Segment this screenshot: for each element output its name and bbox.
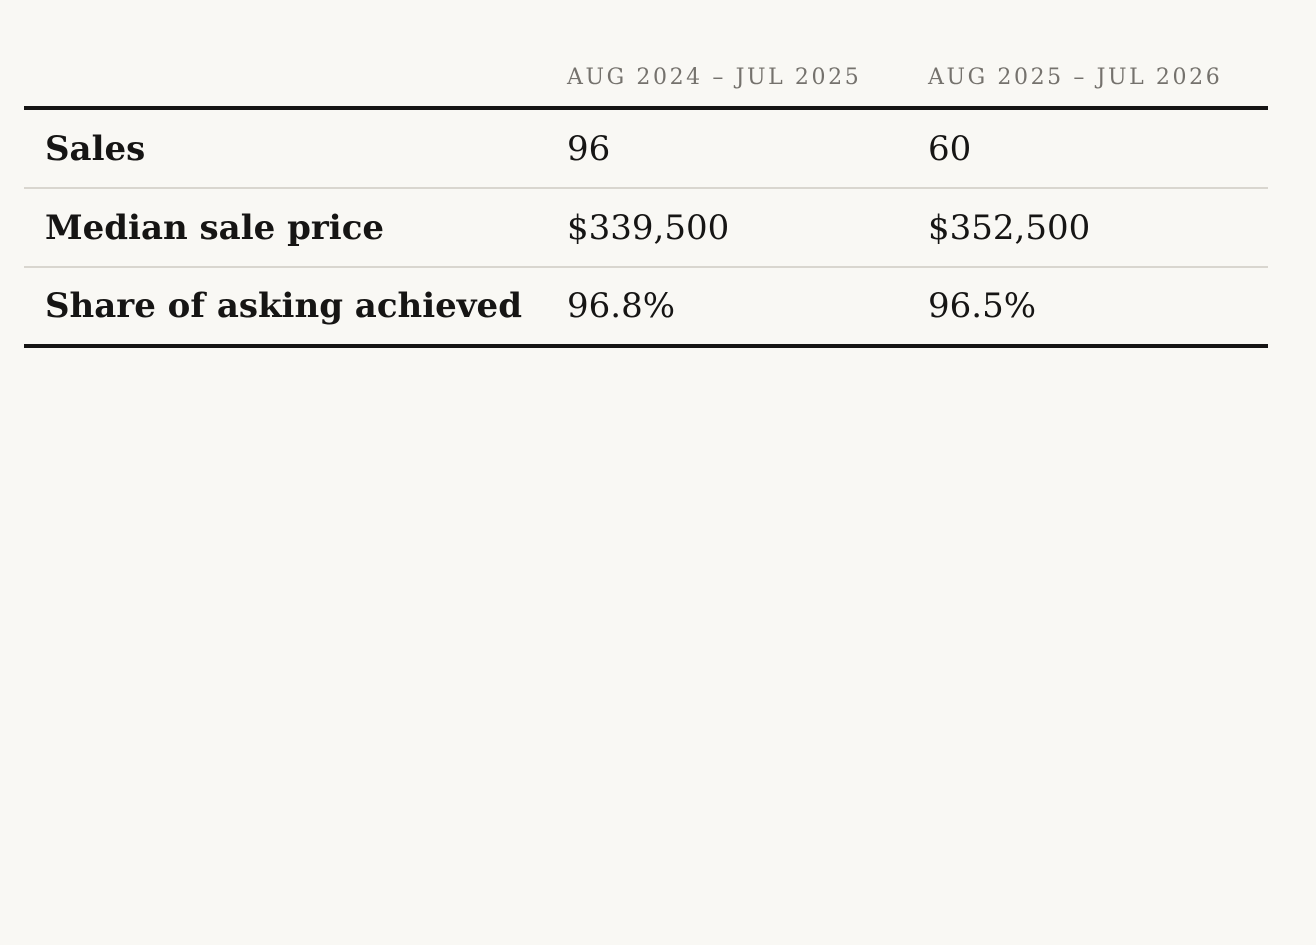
cell-period-1: 96 (546, 108, 907, 189)
market-comparison-table: AUG 2024 – JUL 2025 AUG 2025 – JUL 2026 … (24, 0, 1268, 348)
table-row-sales: Sales 96 60 (24, 108, 1268, 189)
row-label: Sales (24, 108, 546, 189)
header-metric (24, 0, 546, 110)
header-period-1: AUG 2024 – JUL 2025 (546, 0, 907, 110)
comparison-table-container: AUG 2024 – JUL 2025 AUG 2025 – JUL 2026 … (24, 0, 1268, 348)
cell-period-2: $352,500 (907, 188, 1268, 268)
table-header-row: AUG 2024 – JUL 2025 AUG 2025 – JUL 2026 (24, 0, 1268, 110)
row-label: Share of asking achieved (24, 267, 546, 348)
cell-period-2: 96.5% (907, 267, 1268, 348)
table-row-share-of-asking: Share of asking achieved 96.8% 96.5% (24, 267, 1268, 348)
table-row-median-sale-price: Median sale price $339,500 $352,500 (24, 188, 1268, 268)
row-label: Median sale price (24, 188, 546, 268)
cell-period-1: $339,500 (546, 188, 907, 268)
header-period-2: AUG 2025 – JUL 2026 (907, 0, 1268, 110)
cell-period-2: 60 (907, 108, 1268, 189)
cell-period-1: 96.8% (546, 267, 907, 348)
